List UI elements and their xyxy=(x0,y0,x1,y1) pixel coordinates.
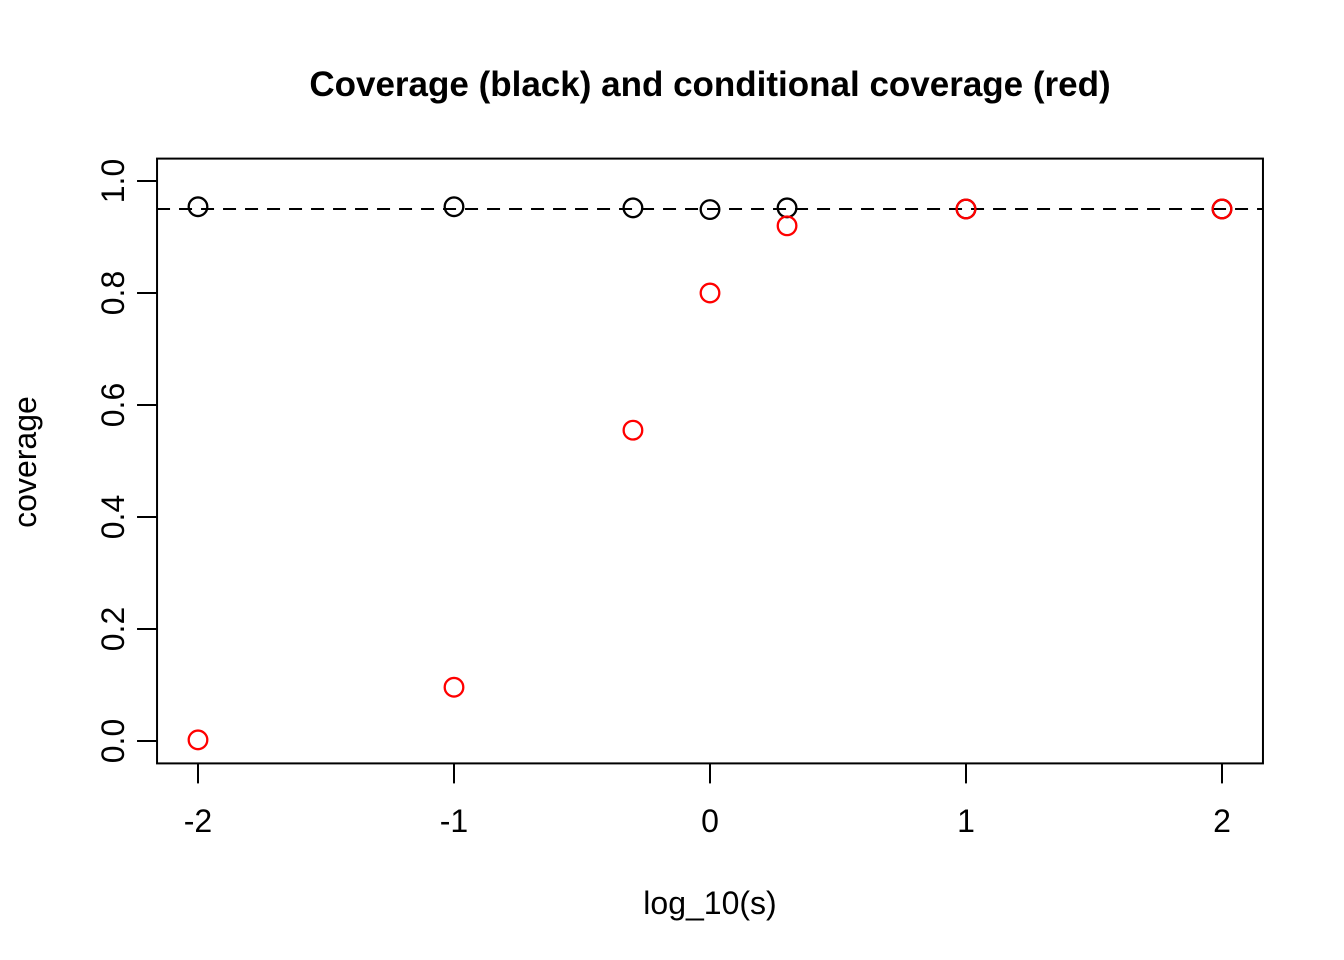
plot-border xyxy=(156,157,1264,765)
x-tick-label: 2 xyxy=(1213,803,1231,839)
plot-title: Coverage (black) and conditional coverag… xyxy=(309,65,1110,104)
conditional-coverage-point xyxy=(187,729,209,751)
coverage-point xyxy=(187,196,209,218)
y-tick-label: 0.2 xyxy=(95,607,131,651)
conditional-coverage-points-layer xyxy=(187,198,1233,751)
y-tick-label: 0.8 xyxy=(95,271,131,315)
coverage-point xyxy=(443,196,465,218)
conditional-coverage-point xyxy=(622,419,644,441)
conditional-coverage-point xyxy=(443,676,465,698)
conditional-coverage-point xyxy=(776,215,798,237)
y-axis-label: coverage xyxy=(7,396,43,528)
x-tick-label: -1 xyxy=(440,803,468,839)
coverage-point xyxy=(776,197,798,219)
conditional-coverage-point xyxy=(699,282,721,304)
x-tick-label: 1 xyxy=(957,803,975,839)
axis-ticks-layer: -2 -1 0 1 2 0.0 0.2 0.4 0.6 0.8 1.0 xyxy=(95,159,1231,839)
x-tick-label: -2 xyxy=(184,803,212,839)
y-tick-label: 0.4 xyxy=(95,495,131,539)
conditional-coverage-point xyxy=(955,198,977,220)
y-tick-label: 1.0 xyxy=(95,159,131,203)
coverage-point xyxy=(622,197,644,219)
y-tick-label: 0.6 xyxy=(95,383,131,427)
conditional-coverage-point xyxy=(1211,198,1233,220)
x-axis-label: log_10(s) xyxy=(643,885,776,921)
plot-border-layer xyxy=(156,157,1264,765)
x-tick-label: 0 xyxy=(701,803,719,839)
y-tick-label: 0.0 xyxy=(95,719,131,763)
